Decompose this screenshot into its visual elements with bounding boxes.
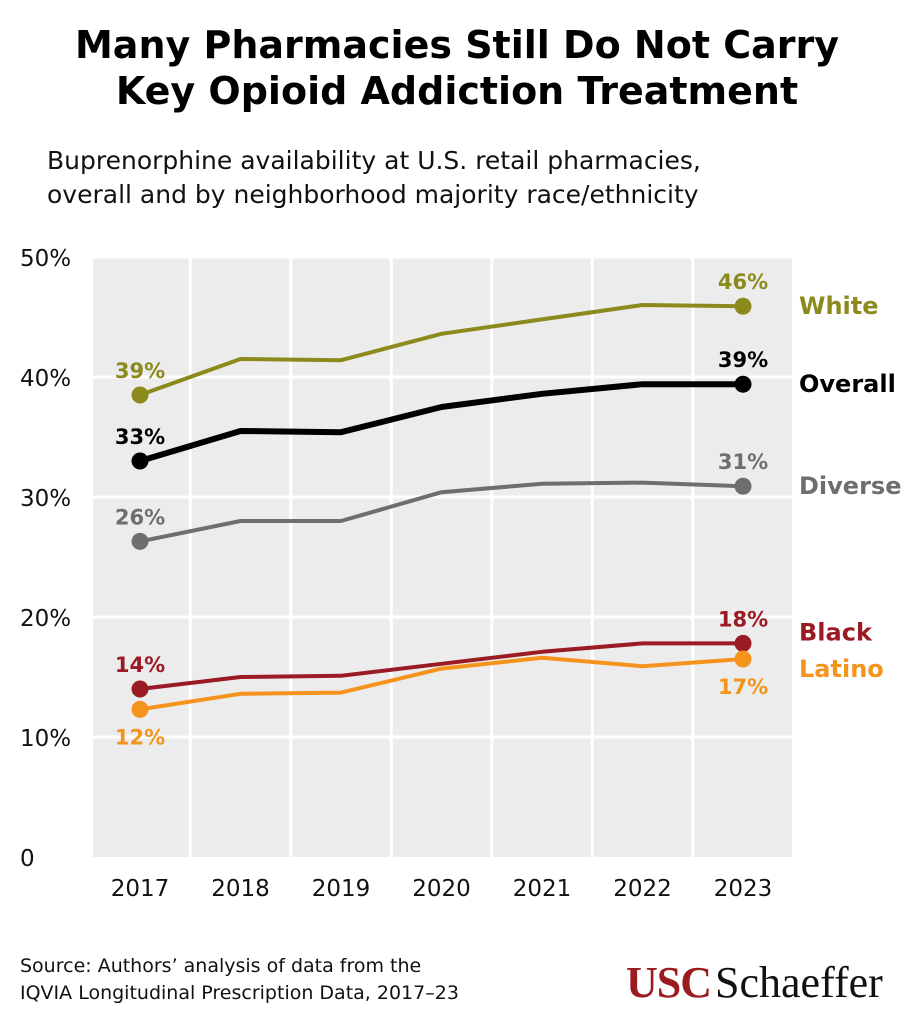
line-chart: 0 10% 20% 30% 40% 50% 2017 2018 2019 2020 2021 2022…	[20, 246, 901, 902]
subtitle-line-1: Buprenorphine availability at U.S. retai…	[47, 146, 701, 175]
x-tick-label: 2022	[613, 876, 672, 902]
source-note: Source: Authors’ analysis of data from t…	[20, 953, 459, 1007]
subtitle-line-2: overall and by neighborhood majority rac…	[47, 180, 699, 209]
logo-schaeffer-text: Schaeffer	[715, 958, 883, 1007]
legend-label-diverse: Diverse	[799, 472, 901, 500]
y-tick-label: 50%	[20, 246, 71, 272]
data-label-start-diverse: 26%	[115, 505, 165, 529]
data-point-overall	[734, 375, 752, 393]
x-tick-label: 2023	[714, 876, 773, 902]
y-tick-label: 20%	[20, 606, 71, 632]
data-point-diverse	[734, 477, 752, 495]
legend-label-white: White	[799, 292, 879, 320]
y-tick-label: 40%	[20, 366, 71, 392]
data-label-start-black: 14%	[115, 653, 165, 677]
x-tick-label: 2017	[111, 876, 170, 902]
source-line-1: Source: Authors’ analysis of data from t…	[20, 955, 422, 977]
data-point-black	[734, 634, 752, 652]
data-point-white	[131, 386, 149, 404]
plot-background	[93, 257, 792, 857]
title-line-1: Many Pharmacies Still Do Not Carry	[74, 23, 839, 67]
y-tick-label: 30%	[20, 486, 71, 512]
logo-usc-text: USC	[626, 958, 712, 1007]
data-point-latino	[734, 650, 752, 668]
x-tick-label: 2018	[211, 876, 270, 902]
series-line-overall	[137, 381, 746, 464]
data-label-start-overall: 33%	[115, 425, 165, 449]
data-point-black	[131, 680, 149, 698]
x-tick-label: 2019	[312, 876, 371, 902]
data-point-overall	[131, 452, 149, 470]
source-line-2: IQVIA Longitudinal Prescription Data, 20…	[20, 982, 459, 1004]
series-line-diverse	[138, 480, 745, 544]
title-line-2: Key Opioid Addiction Treatment	[115, 69, 799, 113]
data-label-start-latino: 12%	[115, 725, 165, 749]
data-point-diverse	[131, 532, 149, 550]
chart-subtitle: Buprenorphine availability at U.S. retai…	[47, 144, 887, 212]
data-label-end-overall: 39%	[718, 348, 768, 372]
series-line-latino	[138, 655, 745, 712]
legend-label-overall: Overall	[799, 370, 896, 398]
data-label-start-white: 39%	[115, 359, 165, 383]
x-tick-label: 2020	[412, 876, 471, 902]
series-line-black	[138, 641, 745, 691]
data-point-white	[734, 297, 752, 315]
legend-label-latino: Latino	[799, 655, 884, 683]
data-label-end-white: 46%	[718, 270, 768, 294]
series-line-white	[138, 303, 745, 397]
data-label-end-black: 18%	[718, 607, 768, 631]
data-label-end-latino: 17%	[718, 675, 768, 699]
x-tick-label: 2021	[513, 876, 572, 902]
y-tick-label: 0	[20, 846, 35, 872]
legend-label-black: Black	[799, 618, 873, 646]
data-point-latino	[131, 700, 149, 718]
usc-schaeffer-logo: USCSchaeffer	[626, 958, 883, 1008]
chart-title: Many Pharmacies Still Do Not Carry Key O…	[0, 22, 914, 114]
y-tick-label: 10%	[20, 726, 71, 752]
data-label-end-diverse: 31%	[718, 450, 768, 474]
